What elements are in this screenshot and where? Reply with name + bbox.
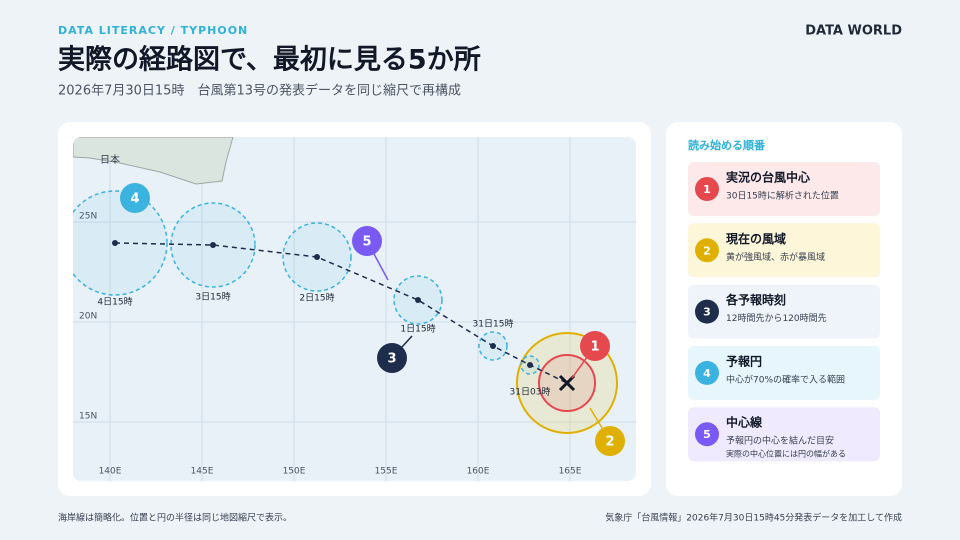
lon-label: 145E	[191, 467, 214, 477]
lat-label: 20N	[79, 312, 97, 322]
legend-item-description: 中心が70%の確率で入る範囲	[726, 373, 845, 385]
forecast-point	[415, 297, 421, 303]
legend-item-description: 12時間先から120時間先	[726, 312, 827, 324]
forecast-point	[490, 343, 496, 349]
legend-badge	[695, 422, 719, 447]
badge	[580, 331, 610, 361]
badge	[377, 343, 407, 373]
time-label: 3日15時	[195, 292, 230, 303]
forecast-point	[314, 254, 320, 260]
lon-label: 150E	[283, 467, 306, 477]
badge-number: 2	[605, 435, 614, 450]
legend-badge-number: 4	[703, 367, 711, 380]
time-label: 2日15時	[299, 293, 334, 304]
legend-badge-number: 2	[703, 244, 711, 257]
coastline	[73, 137, 234, 185]
title: 実際の経路図で、最初に見る5か所	[58, 44, 481, 76]
legend-title: 読み始める順番	[688, 138, 766, 152]
current-center	[558, 374, 576, 392]
legend-item-description: 実際の中心位置には円の幅がある	[726, 449, 846, 459]
time-label: 31日03時	[510, 387, 551, 398]
badge-number: 5	[362, 235, 371, 250]
legend-item	[688, 345, 880, 400]
forecast-point	[112, 240, 118, 246]
footer-note: 海岸線は簡略化。位置と円の半径は同じ地図縮尺で表示。	[58, 512, 292, 524]
legend-badge-number: 3	[703, 306, 711, 319]
legend-item-description: 黄が強風域、赤が暴風域	[726, 251, 825, 263]
map-layer: 日本 25N 20N 15N 140E 145E 150E 155E 160E 165E 4日15時…	[73, 137, 636, 481]
badge-number: 3	[387, 352, 396, 367]
badge	[595, 426, 625, 456]
kicker: DATA LITERACY / TYPHOON	[58, 24, 248, 37]
legend-item-title: 各予報時刻	[725, 292, 786, 307]
lon-label: 160E	[467, 467, 490, 477]
forecast-point	[210, 242, 216, 248]
legend-item	[688, 407, 880, 462]
legend-item-description: 30日15時に解析された位置	[726, 190, 839, 202]
subtitle: 2026年7月30日15時 台風第13号の発表データを同じ縮尺で再構成	[58, 83, 461, 99]
time-label: 4日15時	[97, 297, 132, 308]
legend-item	[688, 162, 880, 216]
forecast-point	[527, 362, 533, 368]
time-label: 1日15時	[400, 324, 435, 335]
legend-badge	[695, 360, 719, 385]
badge-number: 4	[130, 192, 139, 207]
badge	[120, 183, 150, 213]
lon-label: 140E	[99, 467, 122, 477]
sea	[73, 137, 636, 481]
map: 日本 25N 20N 15N 140E 145E 150E 155E 160E 165E 4日15時…	[73, 137, 636, 481]
legend-badge-number: 1	[703, 183, 711, 196]
legend-item	[688, 223, 880, 278]
lat-label: 15N	[79, 412, 97, 422]
lon-label: 165E	[559, 467, 582, 477]
lon-label: 155E	[375, 467, 398, 477]
legend-badge	[695, 299, 719, 324]
region-label: 日本	[100, 153, 120, 166]
badge	[352, 226, 382, 256]
badge-number: 1	[590, 340, 599, 355]
legend-badge	[695, 238, 719, 263]
legend-badge-number: 5	[703, 428, 711, 441]
legend-item-title: 予報円	[726, 353, 762, 368]
legend-item-title: 実況の台風中心	[726, 170, 810, 185]
lat-label: 25N	[79, 212, 97, 222]
legend-item	[688, 284, 880, 339]
footer-source: 気象庁「台風情報」2026年7月30日15時45分発表データを加工して作成	[605, 512, 902, 524]
brand: DATA WORLD	[805, 24, 902, 39]
time-label: 31日15時	[473, 319, 514, 330]
legend-badge	[695, 177, 719, 201]
legend-item-description: 予報円の中心を結んだ目安	[726, 435, 834, 447]
legend-item-title: 現在の風域	[726, 231, 786, 246]
legend-item-title: 中心線	[726, 415, 763, 430]
